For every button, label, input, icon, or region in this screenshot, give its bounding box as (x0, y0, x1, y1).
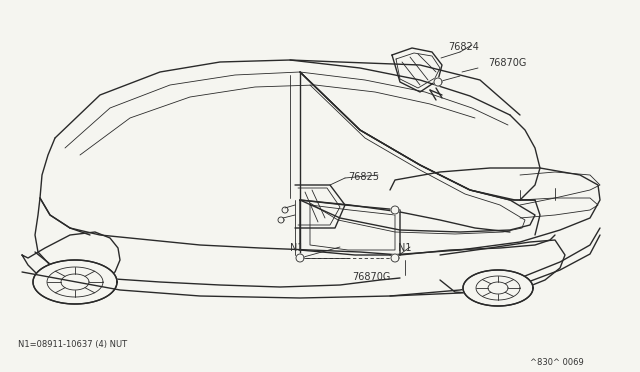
Polygon shape (391, 254, 399, 262)
Polygon shape (296, 254, 304, 262)
Text: 76825: 76825 (348, 172, 379, 182)
Text: 76824: 76824 (448, 42, 479, 52)
Polygon shape (391, 206, 399, 214)
Polygon shape (33, 260, 117, 304)
Text: N1: N1 (290, 243, 303, 253)
Text: N1=08911-10637 (4) NUT: N1=08911-10637 (4) NUT (18, 340, 127, 349)
Polygon shape (463, 270, 533, 306)
Text: 76870G: 76870G (352, 272, 390, 282)
Text: ^830^ 0069: ^830^ 0069 (530, 358, 584, 367)
Text: 76870G: 76870G (488, 58, 526, 68)
Polygon shape (434, 78, 442, 86)
Text: N1: N1 (398, 243, 412, 253)
